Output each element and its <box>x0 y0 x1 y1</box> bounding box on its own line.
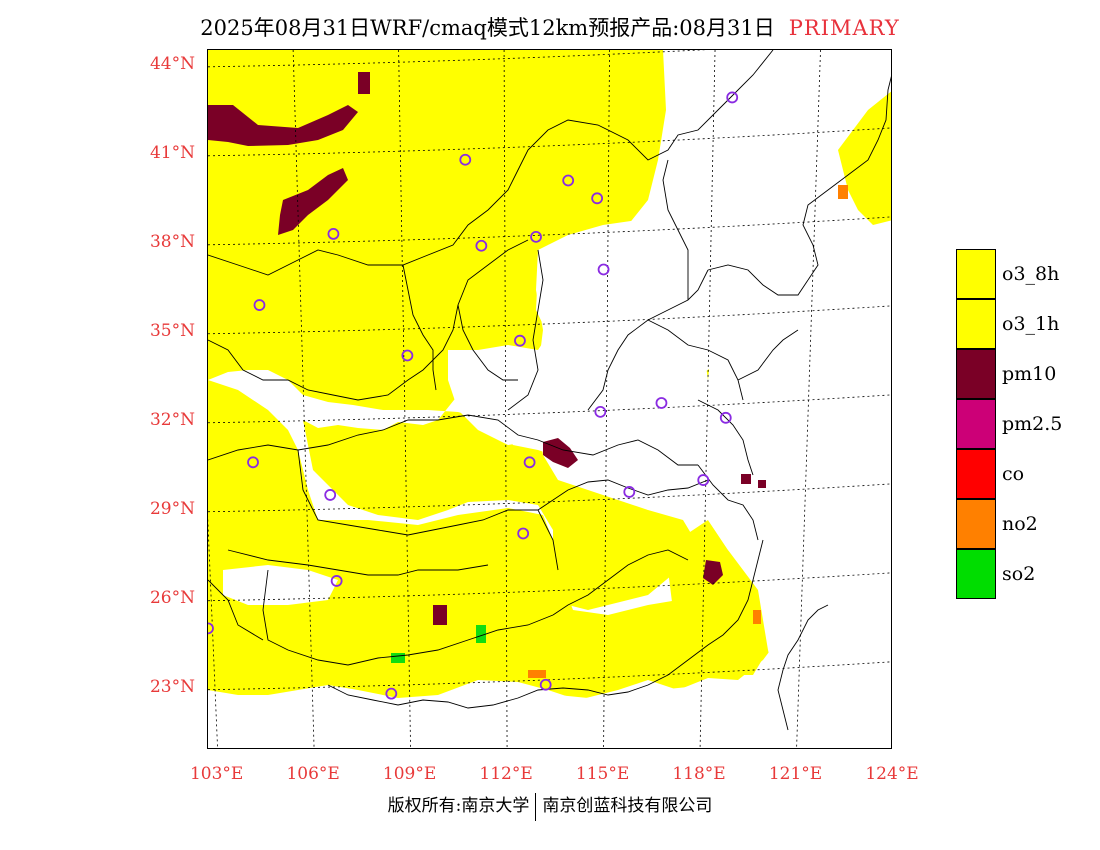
station-marker <box>330 575 343 587</box>
lon-label: 112°E <box>479 764 533 784</box>
station-marker <box>562 174 575 187</box>
lat-label: 41°N <box>149 142 195 163</box>
legend-label: co <box>1002 463 1025 485</box>
monitoring-stations <box>208 91 739 700</box>
station-marker <box>655 397 668 409</box>
station-marker <box>697 474 710 486</box>
legend-label: no2 <box>1002 513 1038 535</box>
o3-region-northeast <box>838 91 891 225</box>
lat-label: 23°N <box>149 676 195 697</box>
copyright-left: 版权所有:南京大学 <box>387 796 530 816</box>
lat-label: 38°N <box>149 231 195 252</box>
station-marker <box>401 349 414 362</box>
longitude-gridline <box>503 50 508 748</box>
legend-swatch <box>956 399 996 449</box>
station-marker <box>253 299 266 311</box>
legend-swatch <box>956 499 996 549</box>
legend-swatch <box>956 299 996 349</box>
station-marker <box>726 91 739 104</box>
legend-label: o3_8h <box>1002 263 1060 285</box>
legend-swatch <box>956 349 996 399</box>
no2-patch-east <box>838 185 848 199</box>
lat-lon-gridlines <box>208 50 891 748</box>
lon-label: 103°E <box>189 764 244 784</box>
pollutant-fills <box>208 50 891 748</box>
so2-patch-2 <box>391 653 405 663</box>
pm10-patch-fujian <box>703 560 723 585</box>
station-marker <box>623 486 636 498</box>
lon-label: 106°E <box>286 764 340 784</box>
lon-label: 118°E <box>672 764 726 784</box>
lat-label: 26°N <box>149 587 195 608</box>
lon-label: 121°E <box>768 764 823 784</box>
copyright-right: 南京创蓝科技有限公司 <box>542 796 713 816</box>
o3-region-south <box>208 380 778 700</box>
legend-label: pm2.5 <box>1002 413 1063 435</box>
station-marker <box>530 230 542 243</box>
title-text: 2025年08月31日WRF/cmaq模式12km预报产品:08月31日 <box>200 16 775 40</box>
pm10-patch-inner-mongolia <box>278 168 348 235</box>
province-borders <box>208 50 891 731</box>
legend-label: o3_1h <box>1002 313 1060 335</box>
lon-label: 124°E <box>865 764 919 784</box>
legend-swatch <box>956 549 996 599</box>
station-marker <box>719 411 732 424</box>
lon-label: 109°E <box>382 764 437 784</box>
no2-patch-south <box>528 670 546 678</box>
lat-label: 35°N <box>149 320 195 341</box>
station-marker <box>385 687 398 700</box>
status-label: PRIMARY <box>788 16 900 40</box>
map-canvas <box>208 50 891 748</box>
o3-region-southeast <box>668 520 783 675</box>
station-marker <box>324 489 337 501</box>
station-marker <box>475 239 488 252</box>
legend-label: so2 <box>1002 563 1036 585</box>
pm10-patch-small-2 <box>433 605 447 625</box>
station-marker <box>514 334 526 347</box>
clear-area-north-china <box>536 220 738 420</box>
lat-label: 32°N <box>149 409 195 430</box>
longitude-gridline <box>292 50 315 748</box>
station-marker <box>539 678 552 691</box>
pm10-patch-small-4 <box>758 480 766 488</box>
station-marker <box>591 192 604 205</box>
station-marker <box>517 527 530 540</box>
longitude-gridline <box>603 50 610 748</box>
clear-area-yangtze <box>538 420 698 510</box>
legend-swatch <box>956 249 996 299</box>
pm10-patch-small-1 <box>358 72 370 94</box>
copyright-footer: 版权所有:南京大学 南京创蓝科技有限公司 <box>0 791 1100 821</box>
station-marker <box>247 456 259 469</box>
station-marker <box>523 456 536 469</box>
pm10-patch-small-3 <box>741 474 751 484</box>
lat-label: 29°N <box>149 498 195 519</box>
station-marker <box>459 153 472 166</box>
station-marker <box>208 622 214 635</box>
legend-swatch <box>956 449 996 499</box>
no2-patch-coast <box>753 610 761 624</box>
longitude-gridline <box>699 50 716 748</box>
station-marker <box>327 227 340 240</box>
separator <box>535 792 537 821</box>
pm10-patch-north <box>208 105 358 146</box>
clear-area-east <box>698 255 891 748</box>
pollutant-map[interactable] <box>207 49 892 749</box>
legend-label: pm10 <box>1002 363 1057 385</box>
lat-label: 44°N <box>149 53 195 74</box>
longitude-gridline <box>796 50 821 748</box>
station-marker <box>594 405 607 418</box>
station-marker <box>597 263 610 276</box>
page-title: 2025年08月31日WRF/cmaq模式12km预报产品:08月31日 PRIM… <box>0 12 1100 42</box>
lon-label: 115°E <box>575 764 630 784</box>
so2-patch-1 <box>476 625 486 643</box>
longitude-gridline <box>398 50 411 748</box>
clear-area-central <box>448 350 548 445</box>
